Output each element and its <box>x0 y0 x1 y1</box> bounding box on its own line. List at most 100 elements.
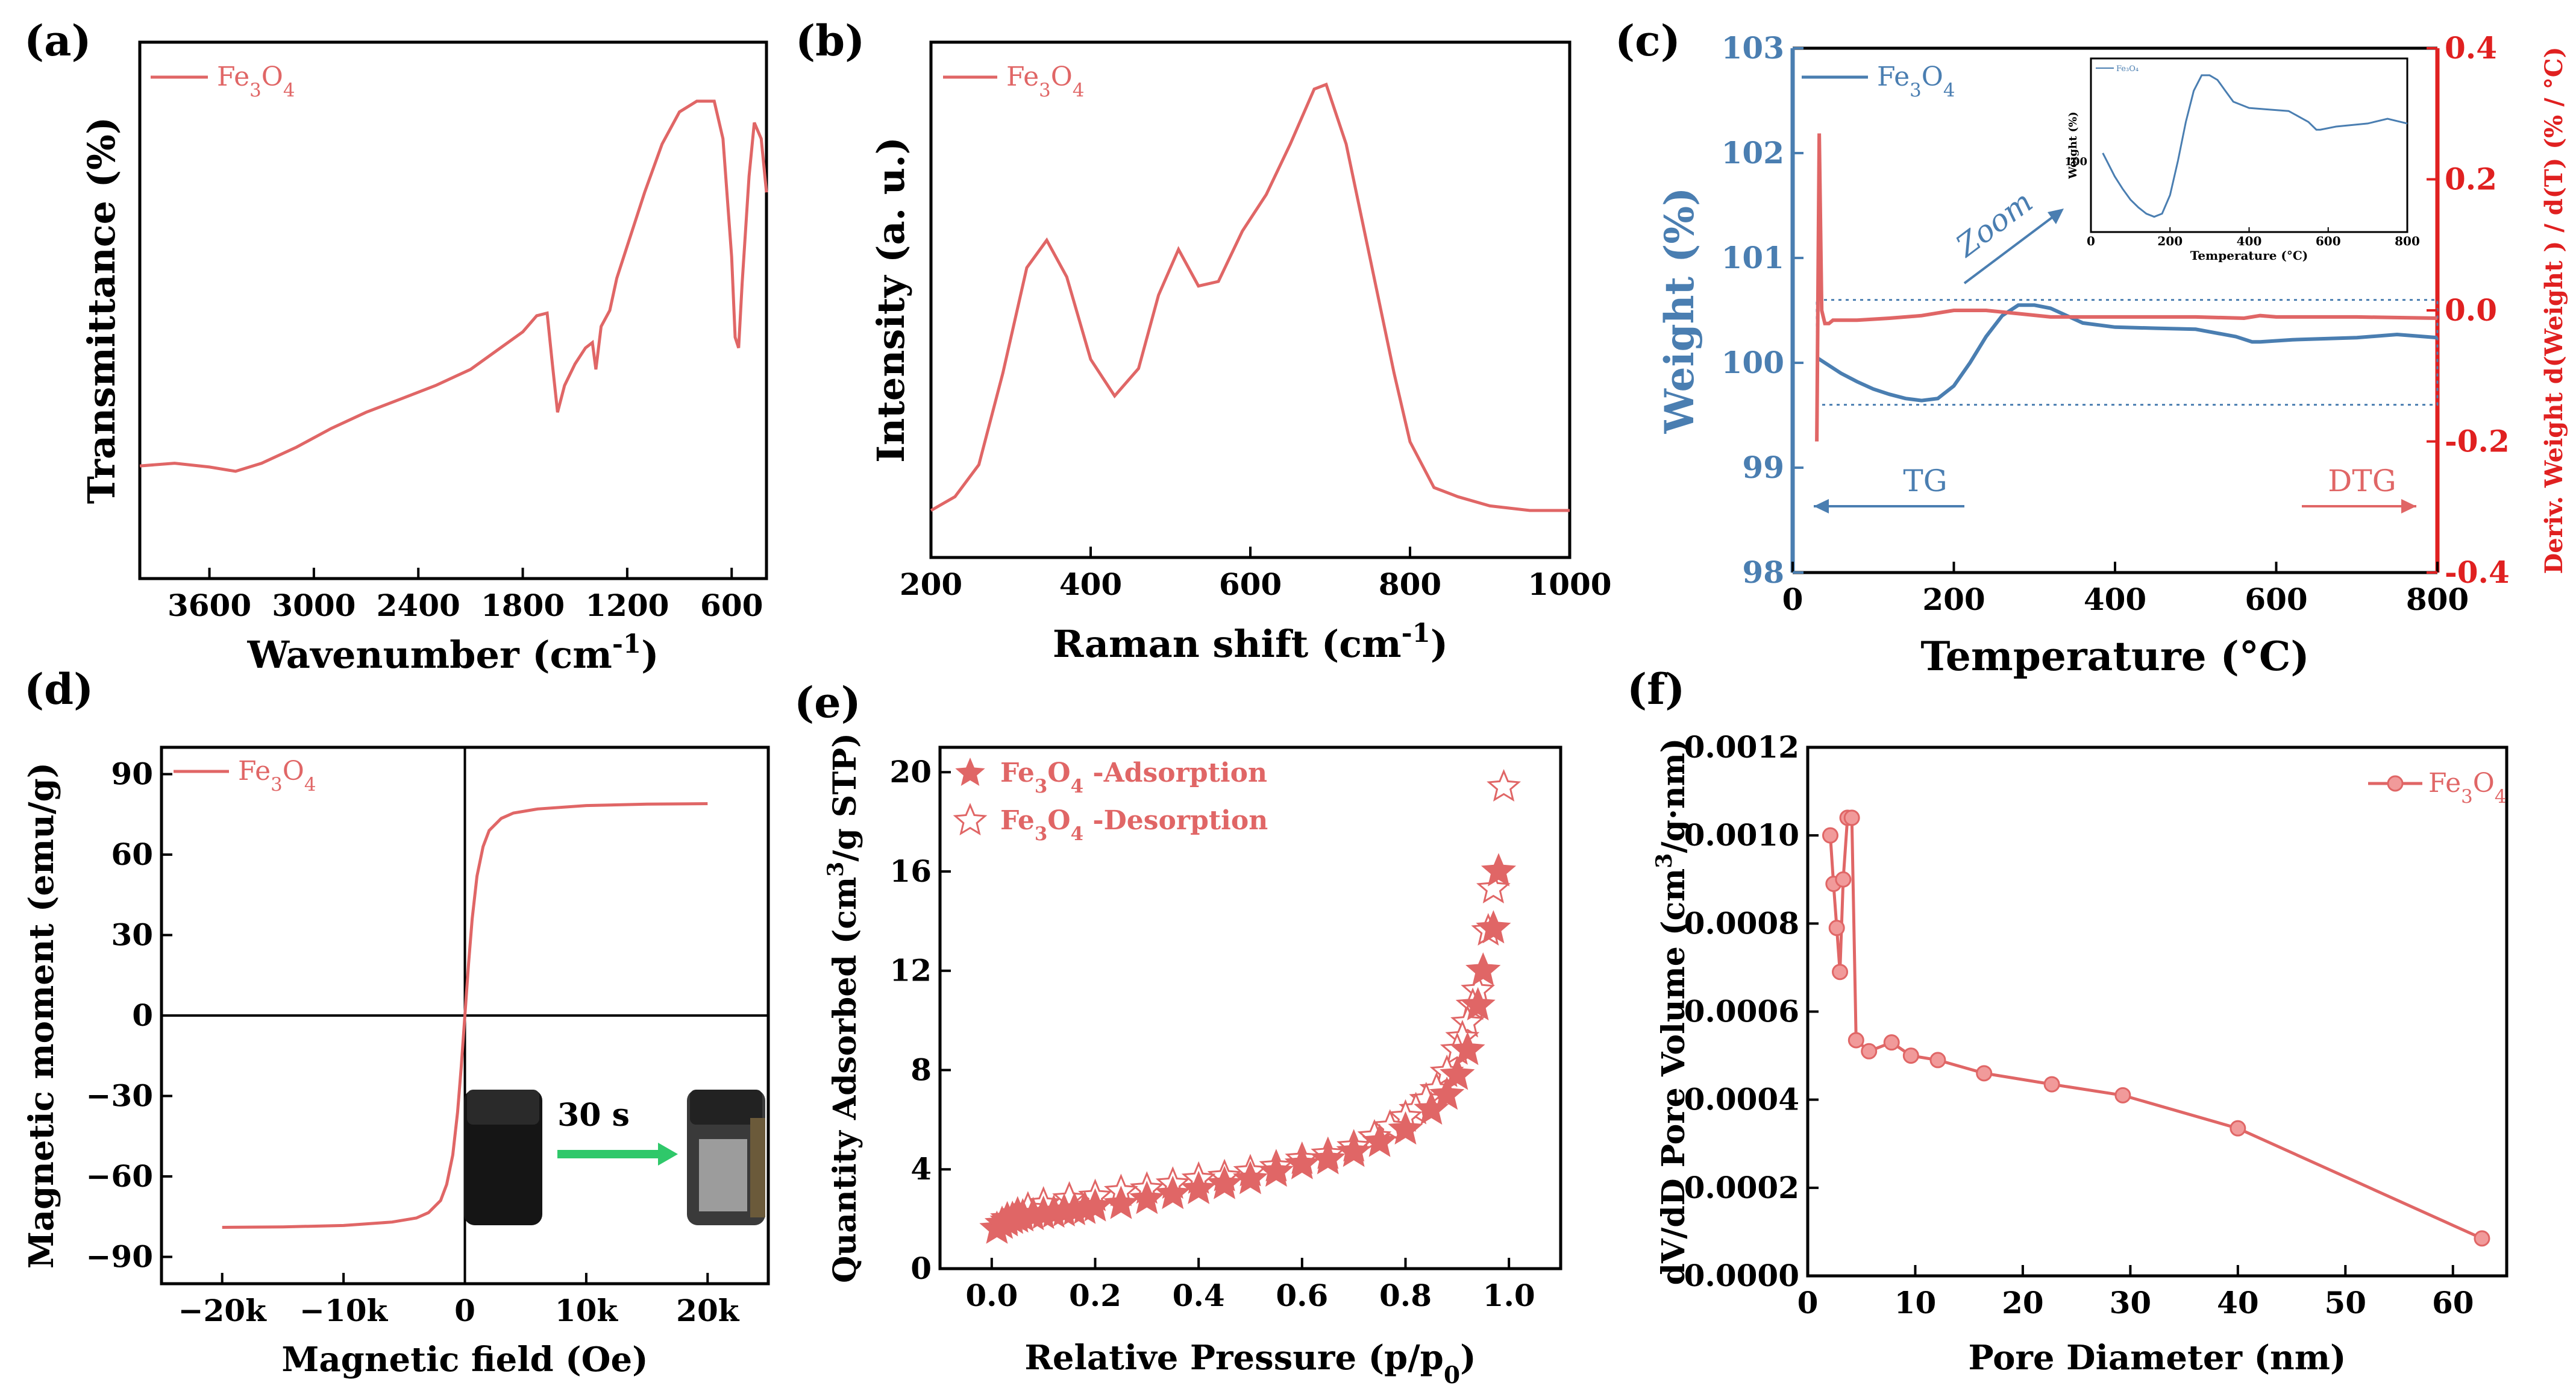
panel-e-label: (e) <box>794 677 861 727</box>
panel-f-point <box>1835 871 1852 888</box>
panel-c-inset-ylabel: Weight (%) <box>2067 111 2079 179</box>
panel-d-ytick-label: −90 <box>86 1239 153 1275</box>
panel-c-legend-text-part: 3 <box>1910 80 1922 101</box>
panel-f-point <box>1828 920 1845 937</box>
panel-c: 0 200 400 600 800 98 99 100 101 102 103 -0.4 -0.2 0.0… <box>1615 16 2568 680</box>
panel-c-y2tick-label: 0.4 <box>2445 30 2497 66</box>
panel-f-point <box>1832 964 1849 981</box>
panel-e-ytick-label: 8 <box>910 1052 932 1087</box>
panel-a-series-line <box>139 99 768 473</box>
panel-e-adsorption-point <box>1103 1185 1139 1219</box>
panel-b-ylabel: Intensity (a. u.) <box>869 137 913 463</box>
panel-e-adsorption-point <box>1440 1056 1475 1090</box>
panel-c-dtg-line <box>1815 133 2438 442</box>
panel-c-ytick-label: 103 <box>1722 30 1784 66</box>
panel-c-y2tick-label: 0.0 <box>2445 292 2497 328</box>
panel-a-xtick-label: 1800 <box>481 588 565 623</box>
panel-c-legend-text-part: 4 <box>1943 80 1955 101</box>
panel-f-label: (f) <box>1627 664 1685 714</box>
panel-f-legend-text-part: 3 <box>2461 786 2473 808</box>
panel-c-inset-xtick-label: 600 <box>2316 234 2341 248</box>
panel-a-legend-text-part: 4 <box>283 80 295 101</box>
panel-b-xtick-label: 200 <box>900 567 962 602</box>
panel-c-tg-label: TG <box>1903 463 1947 498</box>
panel-a-xtick-label: 600 <box>700 588 763 623</box>
panel-e-ytick-label: 4 <box>910 1151 932 1187</box>
panel-f-point <box>1883 1034 1900 1051</box>
panel-f-xtick-label: 40 <box>2217 1285 2259 1320</box>
panel-f-xtick-label: 10 <box>1894 1285 1937 1320</box>
panel-f-legend-text: Fe3O4 <box>2428 768 2506 808</box>
panel-e-adsorption-point <box>1465 952 1501 986</box>
panel-f-xtick-label: 60 <box>2432 1285 2474 1320</box>
panel-b-series-line <box>930 82 1570 512</box>
panel-f-xtick-label: 0 <box>1797 1285 1819 1320</box>
panel-e-legend-ads-text: Fe3O4 -Adsorption <box>1000 758 1267 797</box>
panel-f-point <box>1822 827 1838 844</box>
panel-f-point <box>1976 1065 1993 1082</box>
panel-d-ylabel: Magnetic moment (emu/g) <box>22 762 61 1269</box>
panel-f-xtick-label: 50 <box>2325 1285 2367 1320</box>
panel-a-xlabel-part: Wavenumber (cm <box>247 633 612 677</box>
panel-e-adsorption-point <box>1481 853 1517 887</box>
panel-f-xtick-label: 20 <box>2002 1285 2044 1320</box>
panel-c-inset-xtick-label: 0 <box>2087 234 2095 248</box>
panel-b-xlabel: Raman shift (cm-1) <box>1053 618 1448 667</box>
panel-c-tg-arrowhead <box>1814 499 1829 513</box>
panel-d-xtick-label: −20k <box>178 1293 267 1328</box>
panel-b-xlabel-part: Raman shift (cm <box>1053 622 1402 666</box>
panel-a: 3600 3000 2400 1800 1200 600 (a) Fe3O4 Wavenumbe… <box>24 16 768 677</box>
panel-c-ytick-label: 101 <box>1722 240 1784 275</box>
panel-e-adsorption-point <box>1310 1141 1346 1175</box>
panel-c-zoom-label: Zoom <box>1949 184 2039 264</box>
panel-a-xtick-label: 3000 <box>272 588 356 623</box>
panel-c-inset-xtick-label: 400 <box>2237 234 2262 248</box>
panel-e-xlabel-part: 0 <box>1444 1361 1460 1389</box>
panel-e-adsorption-point <box>1284 1146 1320 1179</box>
panel-e-legend-ads-text-part: 3 <box>1035 776 1047 797</box>
panel-c-tg-line <box>1816 303 2438 403</box>
panel-c-inset-xlabel: Temperature (°C) <box>2190 248 2308 263</box>
panel-e-ylabel: Quantity Adsorbed (cm3/g STP) <box>823 733 864 1283</box>
panel-e-ytick-label: 0 <box>910 1251 932 1286</box>
panel-f-ytick-label: 0.0004 <box>1684 1082 1799 1117</box>
panel-c-legend-text: Fe3O4 <box>1877 61 1955 101</box>
panel-d-xtick-label: −10k <box>299 1293 388 1328</box>
panel-e-legend-des-text-part: -Desorption <box>1083 805 1268 836</box>
panel-e-desorption-point <box>1476 870 1511 903</box>
panel-b-label: (b) <box>795 16 865 66</box>
panel-e-xlabel: Relative Pressure (p/p0) <box>1024 1338 1476 1389</box>
panel-b-xtick-label: 800 <box>1379 567 1441 602</box>
panel-d-legend-text-part: 3 <box>271 774 283 796</box>
panel-b-xlabel-part: -1 <box>1402 618 1431 648</box>
panel-c-ytick-label: 98 <box>1742 554 1784 590</box>
panel-b-frame <box>929 40 1572 559</box>
panel-d-xtick-label: 0 <box>454 1293 475 1328</box>
panel-d-vial-after-glass <box>699 1139 747 1211</box>
panel-c-label: (c) <box>1615 16 1681 66</box>
panel-e-xlabel-part: Relative Pressure (p/p <box>1024 1338 1443 1378</box>
panel-e-xtick-label: 0.6 <box>1276 1278 1328 1313</box>
panel-b-legend-text: Fe3O4 <box>1006 61 1084 101</box>
panel-d-xtick-label: 20k <box>676 1293 740 1328</box>
panel-f-point <box>1861 1043 1878 1060</box>
panel-e-legend-ads-text-part: O <box>1047 758 1070 788</box>
panel-c-ytick-label: 100 <box>1722 345 1784 380</box>
panel-a-legend-text-part: Fe <box>217 61 249 92</box>
panel-c-ylabel2: Deriv. Weight d(Weight ) / d(T) (% / °C) <box>2540 47 2568 574</box>
panel-c-legend-text-part: Fe <box>1877 61 1910 92</box>
panel-a-xlabel-part: ) <box>641 633 659 677</box>
panel-d-ytick-label: −60 <box>86 1158 153 1194</box>
panel-d-series-line <box>222 802 708 1229</box>
panel-f-legend-text-part: Fe <box>2428 768 2461 799</box>
panel-a-xtick-label: 2400 <box>377 588 460 623</box>
panel-c-xtick-label: 0 <box>1782 582 1804 617</box>
panel-f-xlabel: Pore Diameter (nm) <box>1968 1338 2346 1378</box>
panel-b-xtick-label: 400 <box>1059 567 1122 602</box>
panel-c-zoom-arrow <box>1963 210 2062 284</box>
panel-e-legend-ads-text-part: -Adsorption <box>1083 758 1267 788</box>
panel-e-legend-des-text-part: 3 <box>1035 823 1047 845</box>
panel-a-xtick-label: 3600 <box>168 588 251 623</box>
panel-f-ytick-label: 0.0010 <box>1684 817 1799 853</box>
